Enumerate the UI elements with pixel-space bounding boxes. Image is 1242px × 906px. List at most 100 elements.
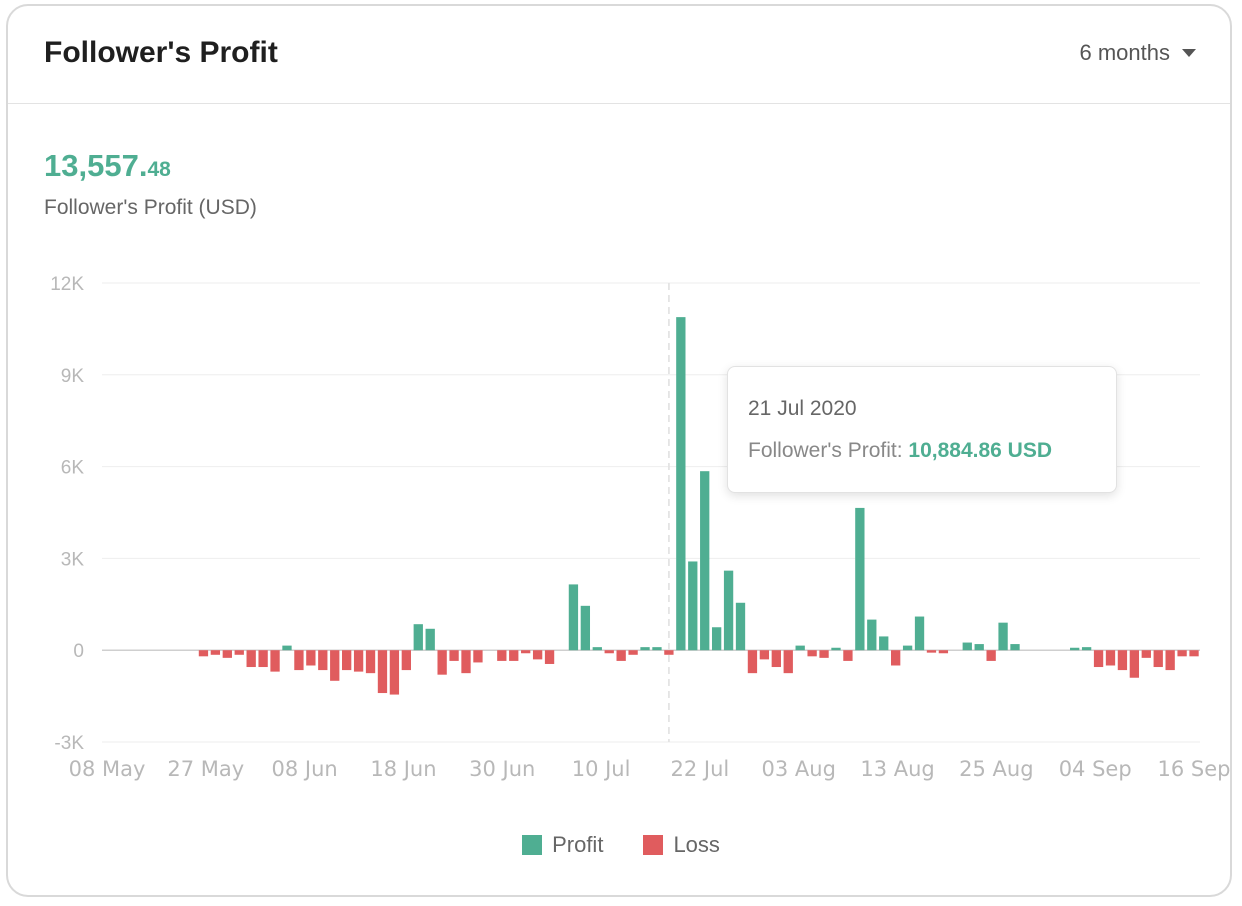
profit-bar xyxy=(711,627,722,651)
loss-bar xyxy=(318,650,328,671)
loss-bar xyxy=(437,650,447,675)
loss-bar xyxy=(986,650,996,661)
tooltip-value: 10,884.86 USD xyxy=(908,439,1052,462)
profit-bar xyxy=(1070,647,1080,651)
loss-bar xyxy=(449,650,459,661)
y-tick-label: 0 xyxy=(73,641,84,662)
legend-item-profit[interactable]: Profit xyxy=(522,832,603,858)
loss-bar xyxy=(604,650,614,654)
loss-bar xyxy=(759,650,770,660)
profit-bar xyxy=(592,647,602,651)
total-profit: 13,557.48 xyxy=(44,148,171,184)
loss-bar xyxy=(1141,650,1151,658)
chart-legend: Profit Loss xyxy=(0,832,1242,858)
loss-bar xyxy=(306,650,316,666)
loss-bar xyxy=(1093,650,1104,668)
profit-bar xyxy=(831,647,841,651)
card-title: Follower's Profit xyxy=(44,36,278,69)
period-selector[interactable]: 6 months xyxy=(1079,40,1196,66)
loss-bar xyxy=(819,650,829,658)
profit-bar xyxy=(998,622,1008,651)
profit-bar xyxy=(962,642,972,651)
loss-bar xyxy=(1165,650,1175,671)
loss-bar xyxy=(258,650,268,668)
y-tick-label: -3K xyxy=(54,733,84,754)
loss-bar xyxy=(532,650,543,660)
loss-bar xyxy=(843,650,853,661)
loss-bar xyxy=(521,650,531,654)
x-tick-label: 08 Jun xyxy=(272,757,338,781)
loss-bar xyxy=(353,650,364,672)
x-tick-label: 27 May xyxy=(167,757,244,781)
loss-bar xyxy=(509,650,519,661)
loss-bar xyxy=(270,650,280,672)
x-tick-label: 04 Sep xyxy=(1059,757,1132,781)
loss-swatch xyxy=(643,835,664,855)
profit-bar xyxy=(282,645,292,651)
loss-bar xyxy=(461,650,471,674)
x-tick-label: 22 Jul xyxy=(671,757,730,781)
legend-label-loss: Loss xyxy=(673,832,720,857)
profit-bar xyxy=(723,570,734,651)
x-tick-label: 30 Jun xyxy=(469,757,535,781)
loss-bar xyxy=(544,650,555,664)
profit-bar xyxy=(700,471,710,651)
tooltip-date: 21 Jul 2020 xyxy=(748,397,857,420)
tooltip-line: Follower's Profit: 10,884.86 USD xyxy=(748,439,1052,463)
loss-bar xyxy=(1153,650,1163,668)
loss-bar xyxy=(401,650,411,671)
profit-bar xyxy=(425,628,435,651)
loss-bar xyxy=(926,650,937,653)
x-tick-label: 10 Jul xyxy=(572,757,631,781)
loss-bar xyxy=(389,650,400,695)
profit-bar xyxy=(914,616,925,651)
loss-bar xyxy=(234,650,244,655)
profit-bar xyxy=(580,605,591,651)
profit-bar xyxy=(867,619,877,651)
total-profit-decimal: 48 xyxy=(147,158,171,181)
profit-bar xyxy=(1081,647,1092,651)
profit-bar xyxy=(568,584,579,651)
total-profit-integer: 13,557. xyxy=(44,148,148,183)
loss-bar xyxy=(771,650,781,668)
profit-bar xyxy=(902,645,913,651)
legend-label-profit: Profit xyxy=(552,832,604,857)
profit-swatch xyxy=(522,835,543,855)
profit-bar xyxy=(735,602,746,651)
loss-bar xyxy=(616,650,626,661)
card-header: Follower's Profit 6 months xyxy=(8,6,1230,104)
loss-bar xyxy=(1129,650,1140,678)
loss-bar xyxy=(891,650,901,666)
loss-bar xyxy=(1177,650,1187,657)
loss-bar xyxy=(747,650,758,674)
loss-bar xyxy=(1117,650,1128,671)
loss-bar xyxy=(294,650,304,671)
profit-bar xyxy=(855,507,865,651)
x-tick-label: 03 Aug xyxy=(762,757,836,781)
loss-bar xyxy=(807,650,817,657)
loss-bar xyxy=(342,650,352,671)
loss-bar xyxy=(783,650,793,674)
loss-bar xyxy=(246,650,256,668)
loss-bar xyxy=(198,650,209,657)
y-tick-label: 3K xyxy=(61,549,85,570)
tooltip-label: Follower's Profit: xyxy=(748,439,903,462)
x-tick-label: 13 Aug xyxy=(860,757,934,781)
loss-bar xyxy=(1105,650,1116,666)
profit-bar xyxy=(640,647,650,651)
loss-bar xyxy=(330,650,340,681)
loss-bar xyxy=(664,650,674,655)
profit-bar xyxy=(879,636,889,651)
profit-bar xyxy=(652,647,662,651)
chart-tooltip: 21 Jul 2020 Follower's Profit: 10,884.86… xyxy=(727,366,1117,493)
profit-bar xyxy=(974,644,984,651)
period-label: 6 months xyxy=(1079,40,1171,65)
profit-bar xyxy=(676,317,686,651)
loss-bar xyxy=(210,650,221,655)
legend-item-loss[interactable]: Loss xyxy=(643,832,720,858)
total-profit-label: Follower's Profit (USD) xyxy=(44,196,257,219)
loss-bar xyxy=(365,650,376,674)
x-tick-label: 16 Sep xyxy=(1158,757,1231,781)
profit-bar xyxy=(413,624,423,651)
